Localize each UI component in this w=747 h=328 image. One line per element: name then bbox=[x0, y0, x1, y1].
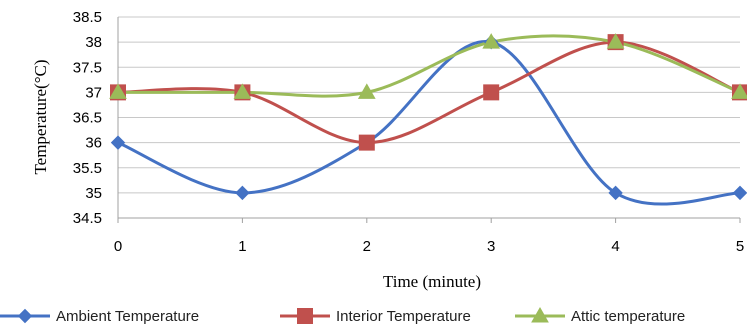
x-tick-label: 1 bbox=[238, 238, 246, 255]
y-tick-label: 36.5 bbox=[73, 110, 102, 127]
legend-swatch-marker bbox=[297, 308, 313, 324]
y-tick-label: 36 bbox=[85, 135, 102, 152]
x-tick-label: 0 bbox=[114, 238, 122, 255]
data-point-2 bbox=[109, 83, 127, 99]
y-tick-label: 37.5 bbox=[73, 59, 102, 76]
data-point-0 bbox=[608, 185, 623, 201]
legend-item: Ambient Temperature bbox=[0, 308, 199, 325]
y-tick-label: 35.5 bbox=[73, 160, 102, 177]
x-axis-title: Time (minute) bbox=[383, 272, 481, 291]
legend-label: Attic temperature bbox=[571, 308, 685, 325]
legend: Ambient Temperature Interior Temperature A… bbox=[0, 306, 685, 325]
series-lines bbox=[116, 34, 742, 206]
x-tick-label: 5 bbox=[736, 238, 744, 255]
y-tick-label: 34.5 bbox=[73, 210, 102, 227]
x-tick-label: 4 bbox=[611, 238, 619, 255]
data-point-1 bbox=[358, 134, 375, 151]
data-point-2 bbox=[731, 83, 747, 99]
data-point-0 bbox=[732, 185, 747, 201]
legend-item: Attic temperature bbox=[515, 306, 685, 325]
series-line-1 bbox=[116, 40, 742, 145]
legend-swatch-marker bbox=[531, 306, 549, 323]
y-tick-label: 35 bbox=[85, 185, 102, 202]
series-markers bbox=[109, 33, 747, 201]
data-point-2 bbox=[606, 33, 625, 49]
legend-label: Ambient Temperature bbox=[56, 308, 199, 325]
x-tick-label: 3 bbox=[487, 238, 495, 255]
legend-label: Interior Temperature bbox=[336, 308, 471, 325]
series-line-2 bbox=[116, 34, 742, 98]
legend-item: Interior Temperature bbox=[280, 308, 471, 325]
y-tick-label: 38 bbox=[85, 34, 102, 51]
legend-swatch-marker bbox=[17, 308, 33, 324]
data-point-2 bbox=[233, 83, 252, 99]
tick-labels: 34.5 35 35.5 36 36.5 37 37.5 38 38.5 0 1 2 3 4 5 bbox=[73, 9, 744, 255]
axes bbox=[117, 17, 741, 223]
data-point-2 bbox=[357, 83, 376, 99]
data-point-0 bbox=[110, 135, 126, 150]
y-tick-label: 38.5 bbox=[73, 9, 102, 26]
x-tick-label: 2 bbox=[363, 238, 371, 255]
data-point-1 bbox=[483, 84, 500, 101]
data-point-2 bbox=[482, 33, 501, 49]
y-axis-title: Temperature(°C) bbox=[31, 59, 50, 174]
data-point-0 bbox=[235, 185, 250, 201]
y-tick-label: 37 bbox=[85, 84, 102, 101]
